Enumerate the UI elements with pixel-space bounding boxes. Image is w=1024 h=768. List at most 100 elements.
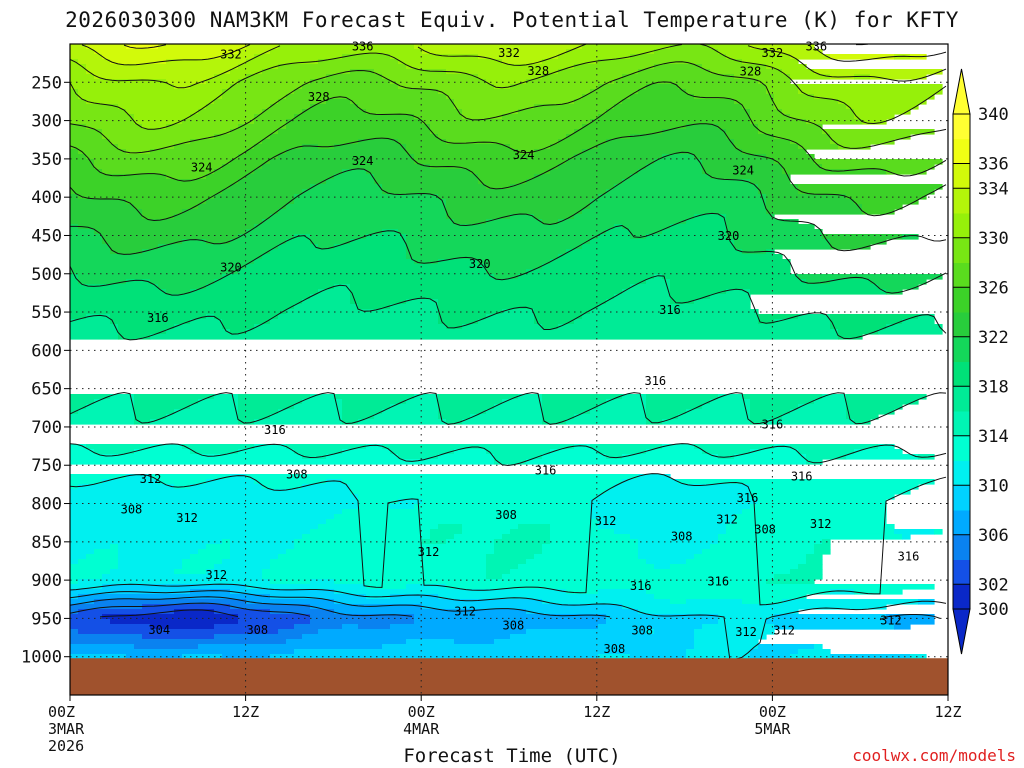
colorbar-label: 322 bbox=[978, 328, 1009, 348]
contour-label: 316 bbox=[644, 374, 666, 388]
colorbar-swatch bbox=[953, 262, 970, 288]
contour-label: 316 bbox=[762, 418, 784, 432]
colorbar-swatch bbox=[953, 584, 970, 610]
y-tick-label: 950 bbox=[31, 609, 62, 629]
x-tick-label: 4MAR bbox=[403, 720, 440, 738]
colorbar-bottom-arrow bbox=[952, 608, 971, 655]
contour-label: 324 bbox=[352, 154, 374, 168]
x-tick-label: 2026 bbox=[48, 737, 84, 755]
colorbar-swatch bbox=[953, 138, 970, 164]
x-tick-label: 12Z bbox=[232, 703, 259, 721]
colorbar-swatch bbox=[953, 485, 970, 511]
colorbar-swatch bbox=[953, 312, 970, 338]
colorbar: 300 302 306 310 314 318 322 326 330 334 336 340 bbox=[952, 68, 1009, 655]
contour-label: 328 bbox=[527, 64, 549, 78]
chart-title: 2026030300 NAM3KM Forecast Equiv. Potent… bbox=[65, 8, 959, 32]
colorbar-swatch bbox=[953, 336, 970, 362]
gridlines bbox=[69, 44, 949, 695]
contour-label: 316 bbox=[535, 464, 557, 478]
colorbar-label: 302 bbox=[978, 575, 1009, 595]
isotherm-312 bbox=[69, 473, 947, 606]
contour-label: 336 bbox=[805, 39, 827, 53]
contour-label: 332 bbox=[498, 46, 520, 60]
colorbar-swatch bbox=[953, 386, 970, 412]
colorbar-label: 300 bbox=[978, 600, 1009, 620]
contour-label: 320 bbox=[220, 261, 242, 275]
y-tick-label: 300 bbox=[31, 112, 62, 132]
contour-label: 328 bbox=[740, 65, 762, 79]
colorbar-swatch bbox=[953, 213, 970, 239]
isotherm-308 bbox=[69, 590, 941, 621]
isotherm-304 bbox=[69, 602, 311, 617]
isotherm-322 bbox=[70, 151, 947, 255]
isotherm-324 bbox=[69, 123, 947, 222]
isotherm-306 bbox=[69, 596, 413, 617]
contour-label: 308 bbox=[121, 503, 143, 517]
colorbar-top-arrow bbox=[952, 68, 971, 115]
x-tick-label: 00Z bbox=[759, 703, 786, 721]
contour-label: 316 bbox=[737, 491, 759, 505]
isotherm-332 bbox=[69, 43, 947, 89]
colorbar-label: 326 bbox=[978, 278, 1009, 298]
colorbar-label: 318 bbox=[978, 377, 1009, 397]
contour-label: 312 bbox=[454, 605, 476, 619]
x-tick-label: 12Z bbox=[583, 703, 610, 721]
y-tick-label: 500 bbox=[31, 265, 62, 285]
y-tick-label: 450 bbox=[31, 226, 62, 246]
contour-label: 320 bbox=[718, 229, 740, 243]
colorbar-swatch bbox=[953, 559, 970, 585]
contour-label: 312 bbox=[418, 545, 440, 559]
y-tick-label: 900 bbox=[31, 571, 62, 591]
colorbar-label: 310 bbox=[978, 476, 1009, 496]
colorbar-swatch bbox=[953, 188, 970, 214]
contour-label: 308 bbox=[495, 508, 517, 522]
contour-label: 332 bbox=[762, 46, 784, 60]
y-axis: 250 300 350 400 450 500 550 600 650 700 750 800 850 9… bbox=[21, 73, 70, 668]
contour-label: 324 bbox=[191, 160, 213, 174]
x-tick-label: 00Z bbox=[48, 703, 75, 721]
isotherm-310 bbox=[69, 583, 947, 662]
contour-label: 308 bbox=[604, 642, 626, 656]
contour-label: 328 bbox=[308, 90, 330, 104]
contour-label: 308 bbox=[286, 467, 308, 481]
contour-label: 308 bbox=[671, 529, 693, 543]
colorbar-swatch bbox=[953, 510, 970, 536]
y-tick-label: 750 bbox=[31, 456, 62, 476]
colorbar-label: 306 bbox=[978, 526, 1009, 546]
contour-label: 316 bbox=[659, 303, 681, 317]
contour-label: 312 bbox=[176, 511, 198, 525]
contour-label: 316 bbox=[630, 579, 652, 593]
contour-label: 332 bbox=[220, 48, 242, 62]
source-credit[interactable]: coolwx.com/models bbox=[852, 746, 1016, 765]
contour-label: 316 bbox=[791, 470, 813, 484]
contour-label: 308 bbox=[754, 523, 776, 537]
colorbar-label: 336 bbox=[978, 155, 1009, 175]
contour-label: 312 bbox=[735, 625, 757, 639]
contour-label: 312 bbox=[880, 614, 902, 628]
x-tick-label: 12Z bbox=[934, 703, 961, 721]
contour-label: 316 bbox=[707, 575, 729, 589]
y-tick-label: 400 bbox=[31, 188, 62, 208]
contour-label: 312 bbox=[140, 472, 162, 486]
y-tick-label: 600 bbox=[31, 341, 62, 361]
isotherm-320 bbox=[69, 212, 947, 296]
colorbar-swatch bbox=[953, 361, 970, 387]
y-tick-label: 1000 bbox=[21, 648, 62, 668]
colorbar-swatch bbox=[953, 163, 970, 189]
contour-label: 312 bbox=[810, 517, 832, 531]
y-tick-label: 250 bbox=[31, 73, 62, 93]
contour-label: 312 bbox=[595, 514, 617, 528]
theta-e-field bbox=[70, 44, 943, 665]
x-tick-label: 5MAR bbox=[754, 720, 791, 738]
colorbar-swatch bbox=[953, 411, 970, 437]
colorbar-swatch bbox=[953, 435, 970, 461]
isotherm-302 bbox=[99, 609, 239, 618]
y-tick-label: 350 bbox=[31, 150, 62, 170]
contour-label: 324 bbox=[513, 148, 535, 162]
colorbar-swatch bbox=[953, 287, 970, 313]
plot-frame bbox=[69, 43, 949, 696]
isotherm-330 bbox=[69, 43, 947, 130]
contour-label: 308 bbox=[246, 623, 268, 637]
